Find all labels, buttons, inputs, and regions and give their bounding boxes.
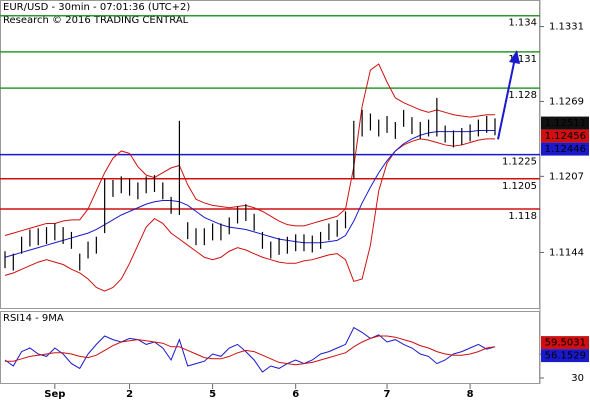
rsi-line bbox=[5, 335, 496, 366]
y-tick-label: 30 bbox=[571, 373, 584, 384]
price-tag bbox=[541, 142, 589, 156]
price-tag-label: 1.12446 bbox=[545, 144, 586, 155]
level-label: 1.1205 bbox=[502, 181, 537, 192]
x-tick-label: 7 bbox=[384, 389, 391, 400]
forecast-arrowhead bbox=[509, 50, 520, 64]
level-label: 1.131 bbox=[508, 54, 537, 65]
rsi-title: RSI14 - 9MA bbox=[3, 313, 64, 324]
price-tag bbox=[541, 349, 589, 363]
chart-title: EUR/USD - 30min - 07:01:36 (UTC+2) bbox=[3, 2, 190, 13]
y-tick-label: 1.1144 bbox=[549, 247, 584, 258]
price-tag-label: 56.1529 bbox=[545, 351, 586, 362]
level-label: 1.118 bbox=[508, 211, 537, 222]
band-upper bbox=[4, 63, 495, 237]
price-tag bbox=[541, 129, 589, 143]
price-tag-label: 1.12511 bbox=[545, 118, 586, 129]
rsi-line bbox=[4, 326, 496, 373]
x-tick-label: 5 bbox=[209, 389, 216, 400]
x-tick-label: 6 bbox=[292, 389, 299, 400]
price-tag-label: 1.12456 bbox=[545, 131, 586, 142]
price-tag bbox=[541, 116, 589, 130]
moving-average bbox=[4, 129, 495, 258]
chart-subtitle: Research © 2016 TRADING CENTRAL bbox=[3, 15, 189, 26]
level-label: 1.128 bbox=[508, 90, 537, 101]
level-label: 1.1225 bbox=[502, 157, 537, 168]
x-tick-label: 2 bbox=[126, 389, 133, 400]
x-tick-label: Sep bbox=[44, 389, 65, 400]
price-tag bbox=[541, 336, 589, 350]
y-tick-label: 1.1269 bbox=[549, 96, 584, 107]
level-label: 1.134 bbox=[508, 18, 537, 29]
forecast-arrow bbox=[497, 57, 516, 140]
y-tick-label: 1.1207 bbox=[549, 171, 584, 182]
rsi-panel bbox=[0, 311, 540, 384]
price-tag-label: 59.5031 bbox=[545, 338, 586, 349]
x-tick-label: 8 bbox=[467, 389, 474, 400]
band-lower bbox=[4, 138, 495, 292]
y-tick-label: 1.1331 bbox=[549, 22, 584, 33]
